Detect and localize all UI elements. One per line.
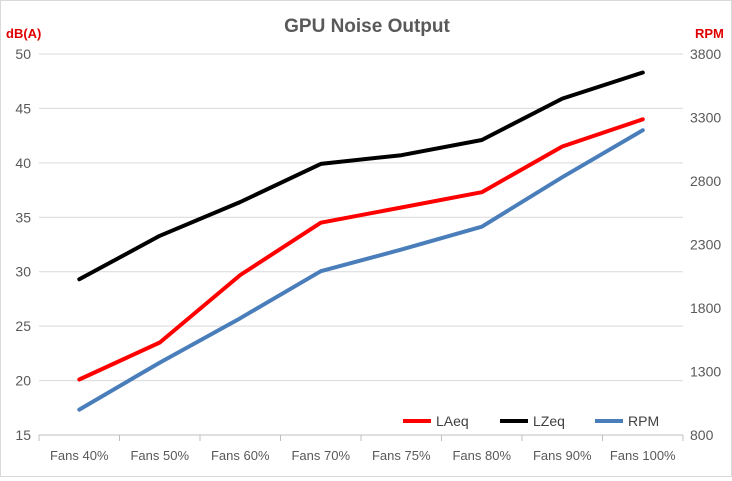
left-tick-label: 45 xyxy=(15,100,31,116)
right-tick-label: 3800 xyxy=(690,46,721,62)
x-tick-label: Fans 90% xyxy=(533,448,592,463)
right-tick-label: 1300 xyxy=(690,364,721,380)
left-tick-label: 30 xyxy=(15,264,31,280)
right-tick-label: 3300 xyxy=(690,110,721,126)
x-tick-label: Fans 80% xyxy=(452,448,511,463)
left-tick-label: 20 xyxy=(15,373,31,389)
right-tick-label: 800 xyxy=(690,427,714,443)
series-line-rpm xyxy=(79,130,643,409)
x-tick-label: Fans 40% xyxy=(50,448,109,463)
x-axis-ticks: Fans 40% Fans 50% Fans 60% Fans 70% Fans 75%… xyxy=(50,448,676,463)
left-tick-label: 25 xyxy=(15,318,31,334)
right-axis-label: RPM xyxy=(695,26,724,41)
left-tick-label: 40 xyxy=(15,155,31,171)
legend-label: RPM xyxy=(628,413,659,429)
chart-title: GPU Noise Output xyxy=(284,16,450,37)
left-tick-label: 50 xyxy=(15,46,31,62)
x-tick-label: Fans 50% xyxy=(130,448,189,463)
left-tick-label: 15 xyxy=(15,427,31,443)
right-axis-ticks: 800 1300 1800 2300 2800 3300 3800 xyxy=(690,46,721,443)
left-axis-label: dB(A) xyxy=(6,26,41,41)
x-tick-label: Fans 100% xyxy=(610,448,676,463)
legend: LAeq LZeq RPM xyxy=(403,413,659,429)
right-tick-label: 2300 xyxy=(690,237,721,253)
x-tick-label: Fans 60% xyxy=(211,448,270,463)
left-tick-label: 35 xyxy=(15,209,31,225)
x-tick-label: Fans 75% xyxy=(372,448,431,463)
right-tick-label: 1800 xyxy=(690,300,721,316)
legend-label: LZeq xyxy=(533,413,565,429)
right-tick-label: 2800 xyxy=(690,173,721,189)
series-line-lzeq xyxy=(79,73,643,280)
series-lines xyxy=(79,72,643,409)
left-axis-ticks: 15 20 25 30 35 40 45 50 xyxy=(15,46,31,443)
legend-label: LAeq xyxy=(436,413,469,429)
x-tick-label: Fans 70% xyxy=(291,448,350,463)
